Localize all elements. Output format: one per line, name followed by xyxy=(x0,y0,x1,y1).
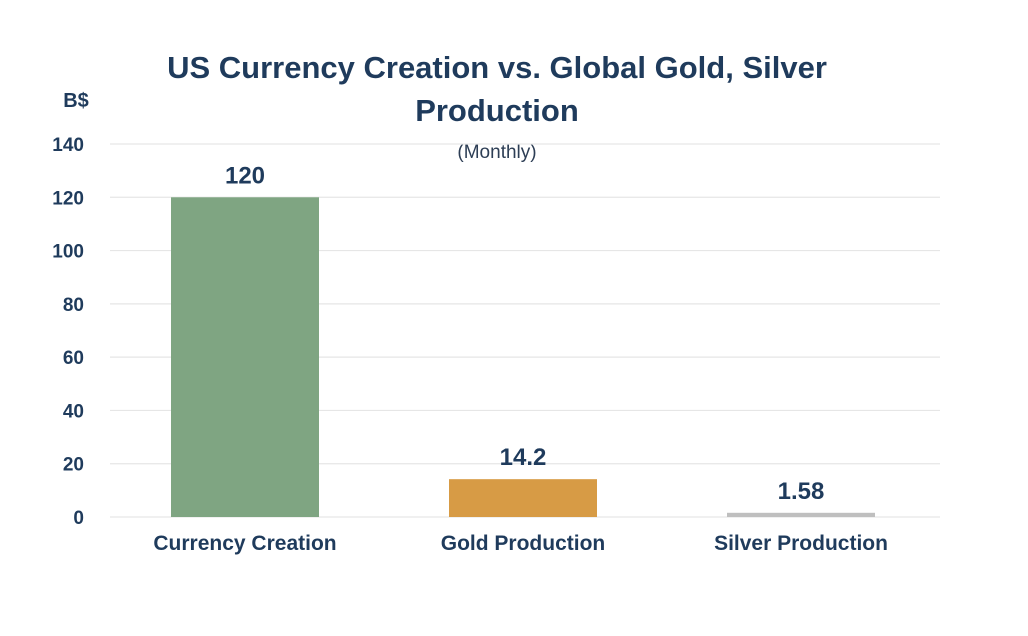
chart-subtitle: (Monthly) xyxy=(457,142,536,163)
bar xyxy=(171,197,319,518)
chart-title-line-2: Production xyxy=(415,93,579,128)
x-category-label: Gold Production xyxy=(441,532,605,555)
y-tick-label: 100 xyxy=(52,242,84,263)
x-axis-categories: Currency Creation Gold Production Silver P… xyxy=(153,532,888,555)
y-tick-label: 80 xyxy=(63,295,84,316)
y-tick-label: 40 xyxy=(63,401,84,422)
chart-title-line-1: US Currency Creation vs. Global Gold, Si… xyxy=(167,50,827,85)
x-category-label: Silver Production xyxy=(714,532,888,555)
y-tick-label: 120 xyxy=(52,188,84,209)
y-tick-label: 0 xyxy=(73,508,84,529)
value-label: 120 xyxy=(225,162,265,189)
bar xyxy=(727,512,875,517)
y-tick-label: 20 xyxy=(63,455,84,476)
value-labels: 120 14.2 1.58 xyxy=(225,162,824,505)
x-category-label: Currency Creation xyxy=(153,532,336,555)
value-label: 14.2 xyxy=(500,444,547,471)
y-tick-label: 60 xyxy=(63,348,84,369)
value-label: 1.58 xyxy=(778,478,825,505)
y-tick-label: 140 xyxy=(52,135,84,156)
y-axis-unit-label: B$ xyxy=(63,90,89,112)
y-axis-ticks: 0 20 40 60 80 100 120 140 xyxy=(52,135,84,529)
bars xyxy=(171,197,875,518)
bar xyxy=(449,479,597,517)
